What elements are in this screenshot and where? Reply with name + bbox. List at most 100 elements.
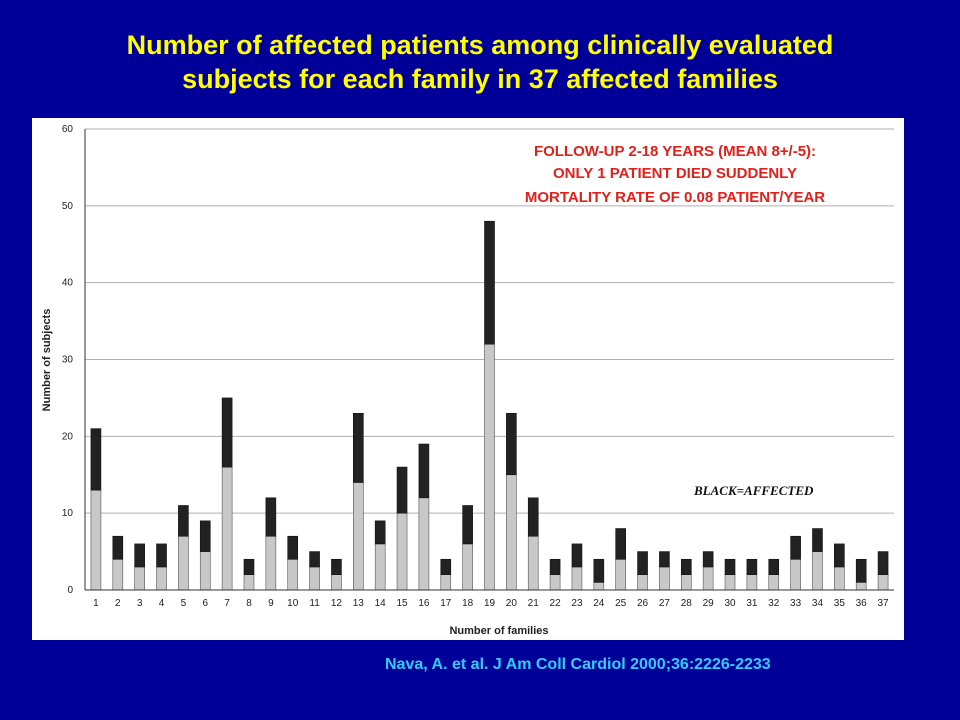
x-tick-label: 8 [246, 598, 252, 609]
bar-affected-family-11 [309, 551, 320, 568]
bar-affected-family-9 [265, 497, 277, 537]
bar-unaffected-family-17 [440, 574, 452, 591]
bar-affected-family-33 [790, 535, 801, 560]
bar-unaffected-family-16 [418, 497, 430, 591]
x-tick-label: 30 [724, 598, 736, 609]
bar-affected-family-4 [156, 543, 167, 568]
x-tick-label: 35 [834, 598, 846, 609]
bar-affected-family-8 [243, 558, 255, 575]
x-tick-label: 21 [528, 598, 540, 609]
slide-title: Number of affected patients among clinic… [0, 28, 960, 96]
bar-unaffected-family-32 [768, 574, 780, 591]
bar-unaffected-family-27 [659, 566, 670, 591]
bar-affected-family-14 [374, 520, 386, 545]
x-tick-label: 34 [812, 598, 824, 609]
bar-unaffected-family-33 [790, 558, 801, 591]
y-axis-title: Number of subjects [41, 309, 53, 412]
x-tick-label: 9 [268, 598, 274, 609]
x-tick-label: 11 [309, 598, 320, 609]
bar-unaffected-family-14 [374, 543, 386, 591]
bar-unaffected-family-5 [178, 535, 189, 591]
y-tick-label: 0 [67, 585, 73, 596]
x-tick-label: 20 [506, 598, 518, 609]
x-tick-label: 17 [440, 598, 452, 609]
bar-affected-family-35 [834, 543, 845, 568]
death-note: ONLY 1 PATIENT DIED SUDDENLY [553, 165, 797, 182]
bar-unaffected-family-12 [331, 574, 342, 591]
x-axis-title: Number of families [449, 625, 548, 637]
title-line-1: Number of affected patients among clinic… [126, 30, 834, 60]
bar-affected-family-27 [659, 551, 670, 568]
bar-affected-family-1 [90, 428, 102, 491]
bar-unaffected-family-25 [615, 558, 626, 591]
bar-unaffected-family-4 [156, 566, 167, 591]
x-tick-label: 36 [856, 598, 868, 609]
bar-unaffected-family-3 [134, 566, 145, 591]
bar-affected-family-25 [615, 528, 626, 560]
bar-affected-family-20 [506, 412, 517, 476]
bar-unaffected-family-10 [287, 558, 299, 591]
bar-affected-family-23 [571, 543, 583, 568]
x-tick-label: 18 [462, 598, 474, 609]
y-tick-label: 50 [62, 201, 74, 212]
bar-affected-family-36 [855, 558, 867, 583]
y-tick-label: 60 [62, 124, 74, 135]
y-tick-label: 30 [62, 355, 74, 366]
bar-affected-family-22 [549, 558, 561, 575]
bar-unaffected-family-6 [199, 551, 211, 591]
bar-unaffected-family-23 [571, 566, 583, 591]
bar-unaffected-family-26 [637, 574, 648, 591]
bar-unaffected-family-34 [812, 551, 823, 591]
x-tick-label: 29 [703, 598, 715, 609]
bar-unaffected-family-8 [243, 574, 255, 591]
title-line-2: subjects for each family in 37 affected … [182, 64, 778, 94]
bar-unaffected-family-20 [506, 474, 517, 591]
bar-affected-family-37 [877, 551, 889, 575]
x-tick-label: 19 [484, 598, 496, 609]
bar-affected-family-6 [199, 520, 211, 552]
citation: Nava, A. et al. J Am Coll Cardiol 2000;3… [385, 656, 771, 673]
x-tick-label: 22 [550, 598, 562, 609]
bar-unaffected-family-7 [221, 466, 233, 591]
bar-unaffected-family-2 [112, 558, 124, 591]
bar-affected-family-17 [440, 558, 452, 575]
bar-unaffected-family-36 [855, 582, 867, 591]
bar-unaffected-family-35 [834, 566, 845, 591]
y-tick-label: 10 [62, 508, 74, 519]
bar-affected-family-19 [484, 220, 495, 345]
x-tick-label: 3 [137, 598, 143, 609]
x-tick-label: 2 [115, 598, 121, 609]
x-tick-label: 32 [768, 598, 780, 609]
x-tick-label: 28 [681, 598, 693, 609]
x-tick-label: 37 [878, 598, 890, 609]
bar-affected-family-15 [396, 466, 408, 514]
x-tick-label: 1 [93, 598, 99, 609]
bar-unaffected-family-21 [527, 535, 539, 591]
x-tick-label: 13 [353, 598, 365, 609]
bar-unaffected-family-19 [484, 343, 495, 591]
bar-unaffected-family-9 [265, 535, 277, 591]
x-tick-label: 14 [375, 598, 387, 609]
y-tick-label: 40 [62, 278, 74, 289]
chart-panel: 0 10 20 30 40 50 60 1 2 3 4 5 6 7 8 9 10 11 12 13 14 15 16 17 1… [32, 118, 904, 640]
bar-unaffected-family-28 [680, 574, 692, 591]
x-tick-label: 25 [615, 598, 627, 609]
bar-affected-family-29 [702, 551, 714, 568]
x-axis-ticks: 1 2 3 4 5 6 7 8 9 10 11 12 13 14 15 16 17 18 19 20 21 22 23 24 2… [93, 598, 889, 609]
bar-unaffected-family-22 [549, 574, 561, 591]
x-tick-label: 23 [571, 598, 583, 609]
bar-unaffected-family-1 [90, 489, 102, 591]
x-tick-label: 26 [637, 598, 649, 609]
bar-affected-family-18 [462, 505, 473, 545]
bar-affected-family-3 [134, 543, 145, 568]
x-tick-label: 27 [659, 598, 671, 609]
bar-unaffected-family-37 [877, 574, 889, 591]
x-tick-label: 7 [224, 598, 230, 609]
bars [90, 220, 889, 591]
bar-unaffected-family-15 [396, 512, 408, 591]
bar-unaffected-family-30 [724, 574, 736, 591]
bar-affected-family-12 [331, 558, 342, 575]
x-tick-label: 6 [202, 598, 208, 609]
bar-affected-family-13 [353, 412, 364, 483]
